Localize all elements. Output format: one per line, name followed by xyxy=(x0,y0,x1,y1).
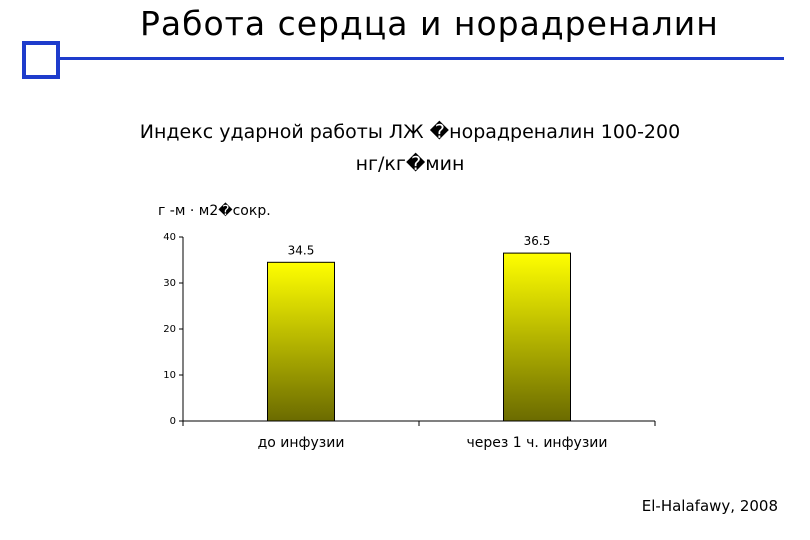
bar xyxy=(267,261,335,422)
x-category-label: до инфузии xyxy=(258,435,345,451)
y-tick-label: 30 xyxy=(163,278,176,289)
source-citation: El-Halafawy, 2008 xyxy=(641,497,778,515)
slide-title: Работа сердца и норадреналин xyxy=(140,4,719,43)
x-category-label: через 1 ч. инфузии xyxy=(467,435,608,451)
bar xyxy=(503,252,571,422)
title-square-icon xyxy=(22,41,60,79)
y-tick-label: 20 xyxy=(163,324,176,335)
bar-data-label: 36.5 xyxy=(524,234,551,248)
y-tick-label: 0 xyxy=(170,416,176,427)
y-tick-label: 10 xyxy=(163,370,176,381)
bar-data-label: 34.5 xyxy=(288,243,315,257)
y-axis-unit-label: г -м · м2�сокр. xyxy=(158,203,271,219)
chart-title: Индекс ударной работы ЛЖ �норадреналин 1… xyxy=(90,116,730,180)
y-tick-label: 40 xyxy=(163,232,176,243)
title-underline xyxy=(40,57,784,60)
chart-title-line-2: нг/кг�мин xyxy=(355,153,465,175)
chart-title-line-1: Индекс ударной работы ЛЖ �норадреналин 1… xyxy=(139,121,681,143)
